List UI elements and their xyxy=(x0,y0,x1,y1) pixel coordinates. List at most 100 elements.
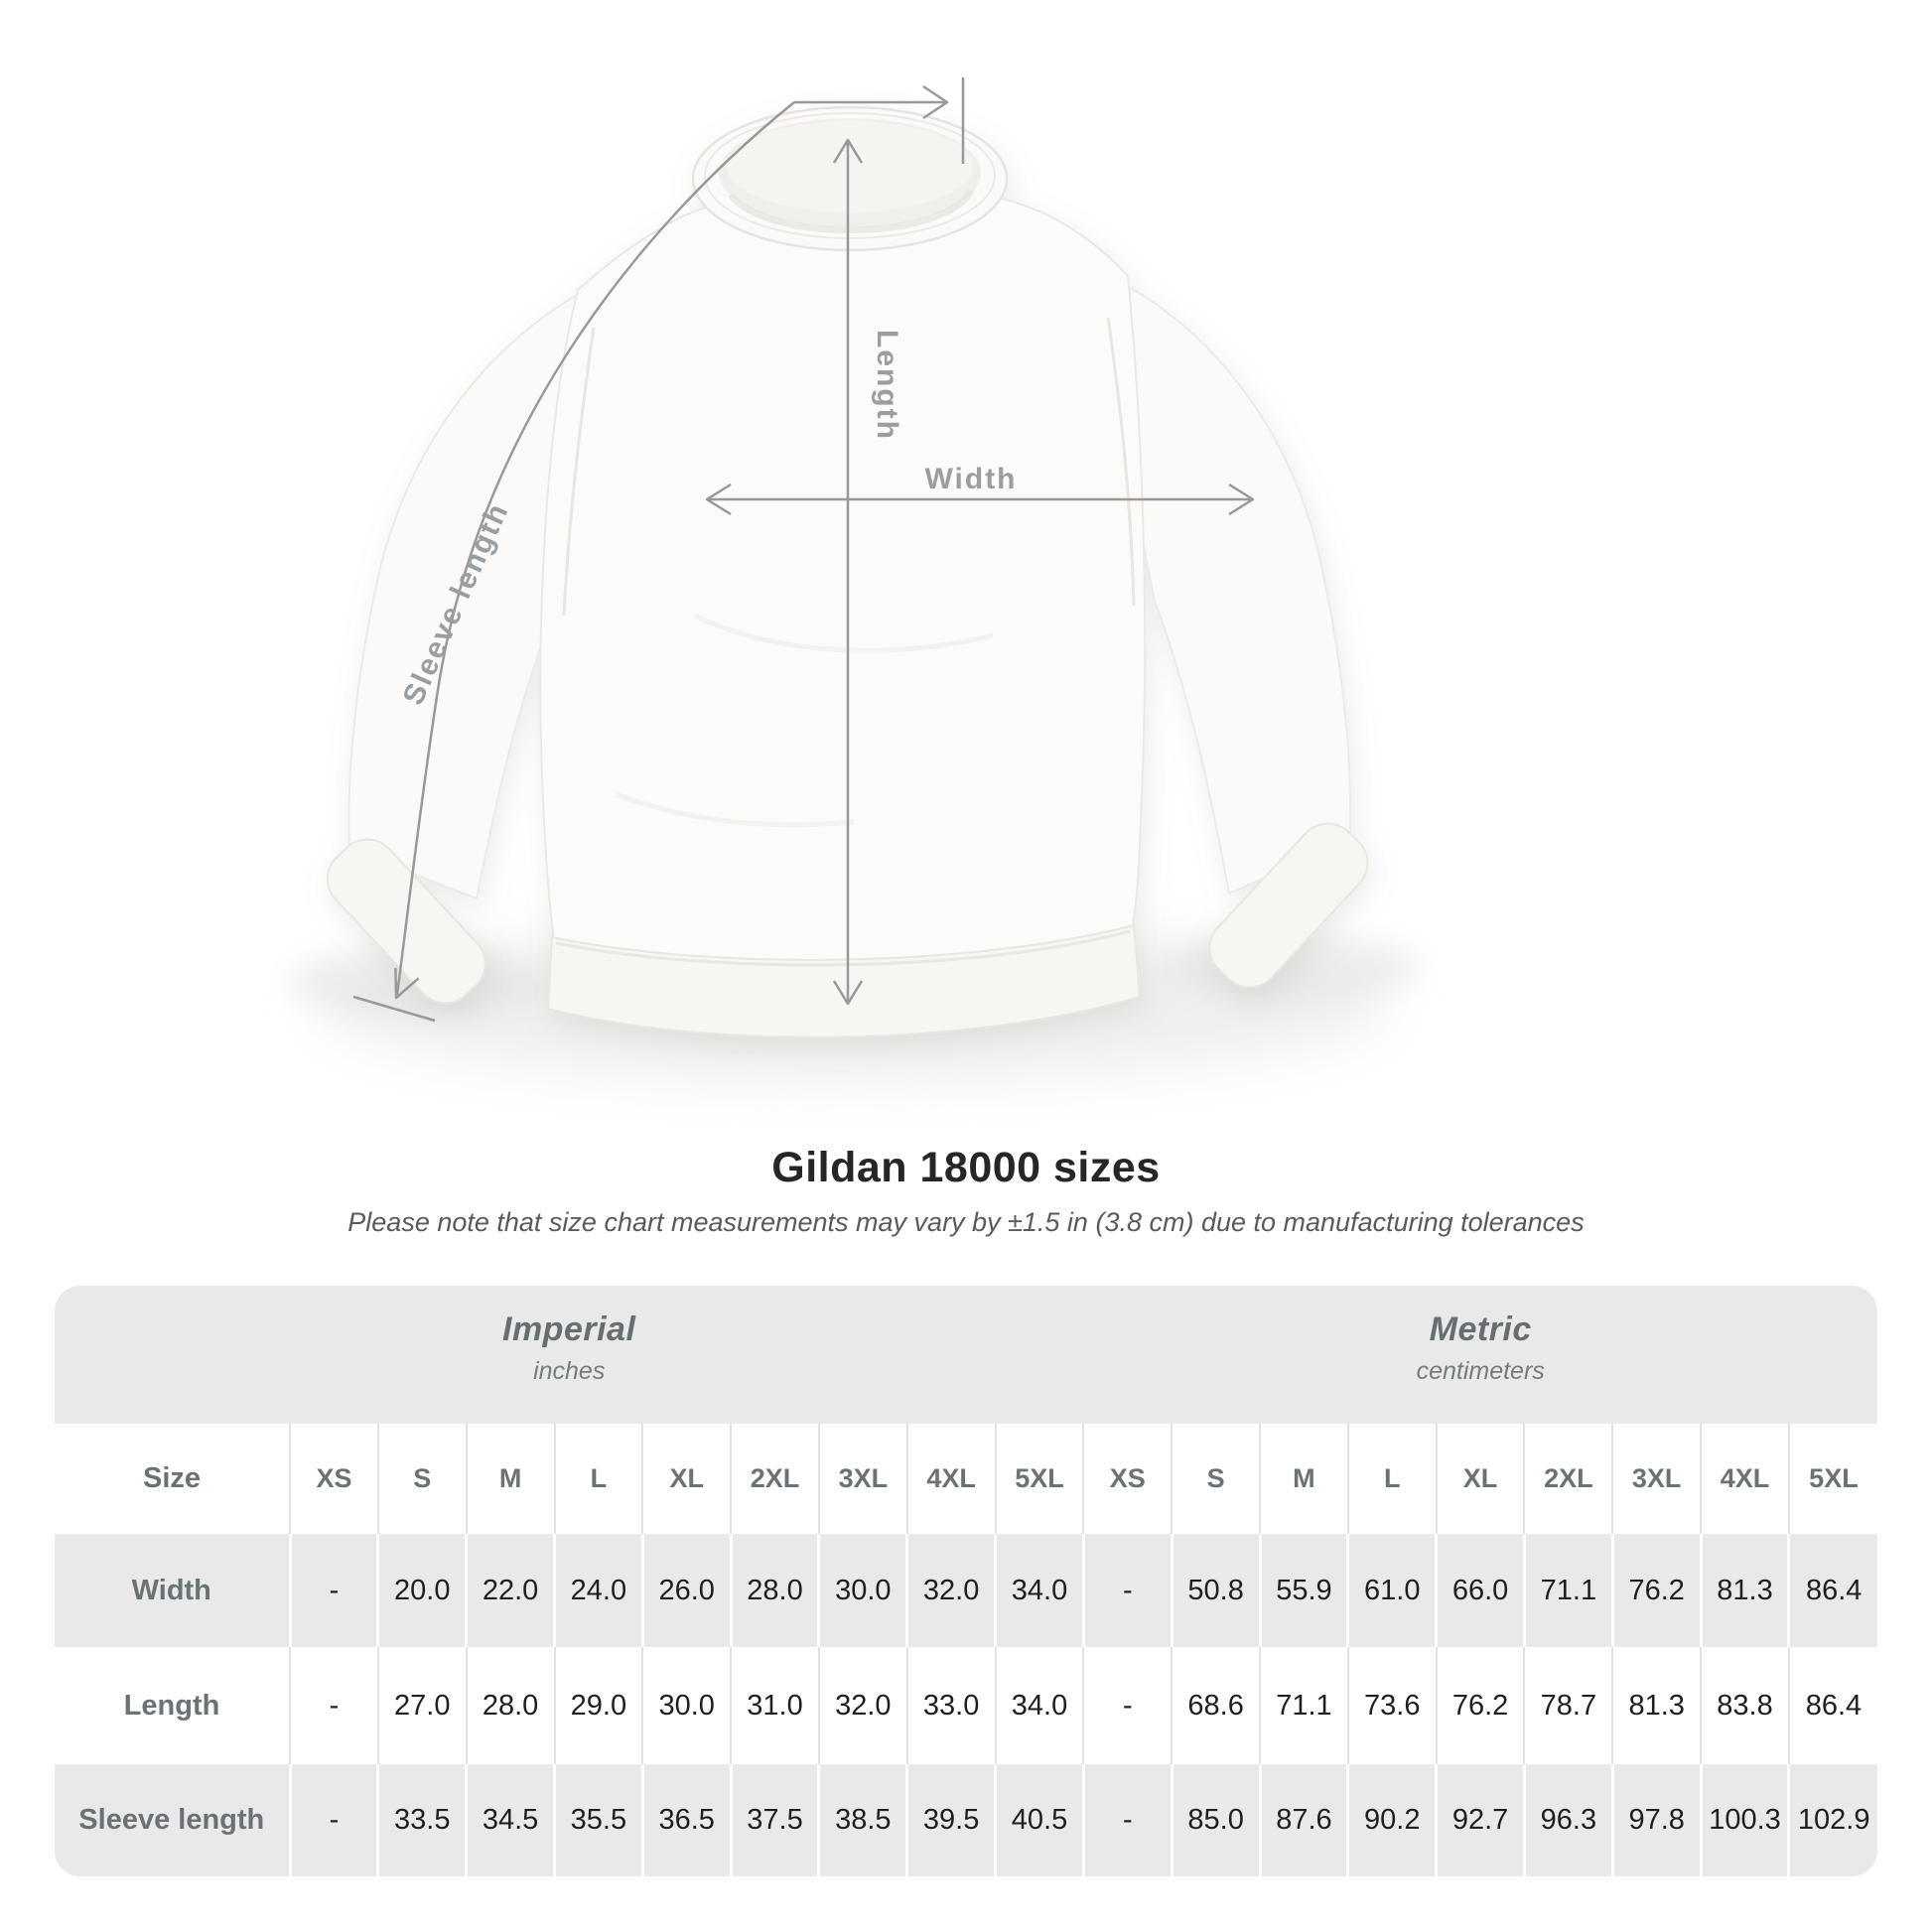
size-table: Imperial inches Metric centimeters Size … xyxy=(55,1286,1877,1876)
value-cell: - xyxy=(288,1764,378,1876)
size-column-header: 4XL xyxy=(905,1424,996,1534)
value-cell: 102.9 xyxy=(1787,1764,1877,1876)
page-title: Gildan 18000 sizes xyxy=(771,1144,1161,1191)
value-cell: 34.0 xyxy=(994,1647,1084,1764)
value-cell: 33.0 xyxy=(905,1647,996,1764)
value-cell: 24.0 xyxy=(553,1534,643,1647)
value-cell: 40.5 xyxy=(994,1764,1084,1876)
value-cell: 73.6 xyxy=(1346,1647,1437,1764)
value-cell: 30.0 xyxy=(641,1647,732,1764)
size-table-grid: Imperial inches Metric centimeters Size … xyxy=(55,1286,1877,1876)
value-cell: 78.7 xyxy=(1523,1647,1613,1764)
page-subtitle: Please note that size chart measurements… xyxy=(347,1207,1585,1237)
value-cell: 92.7 xyxy=(1435,1764,1525,1876)
size-column-header: XL xyxy=(641,1424,732,1534)
value-cell: 55.9 xyxy=(1258,1534,1348,1647)
unit-header-imperial: Imperial inches xyxy=(55,1286,1084,1424)
metric-title: Metric xyxy=(1429,1310,1532,1348)
unit-header-row: Imperial inches Metric centimeters xyxy=(55,1286,1877,1424)
value-cell: 32.0 xyxy=(905,1534,996,1647)
value-cell: - xyxy=(288,1534,378,1647)
sleeve-length-arrow xyxy=(352,77,965,1023)
value-cell: 32.0 xyxy=(817,1647,907,1764)
value-cell: 50.8 xyxy=(1170,1534,1261,1647)
value-cell: 85.0 xyxy=(1170,1764,1261,1876)
metric-unit: centimeters xyxy=(1416,1357,1545,1386)
value-cell: 83.8 xyxy=(1700,1647,1789,1764)
unit-header-metric: Metric centimeters xyxy=(1083,1286,1877,1424)
size-header-row: Size XS S M L XL 2XL 3XL 4XL 5XL XS S M … xyxy=(55,1424,1877,1534)
value-cell: - xyxy=(1081,1764,1173,1876)
value-cell: 76.2 xyxy=(1435,1647,1525,1764)
value-cell: 71.1 xyxy=(1259,1647,1348,1764)
value-cell: 38.5 xyxy=(817,1764,907,1876)
row-label: Width xyxy=(55,1534,291,1647)
measurement-annotations xyxy=(352,77,1255,1023)
value-cell: 37.5 xyxy=(729,1764,819,1876)
value-cell: - xyxy=(1082,1647,1173,1764)
size-column-header: XL xyxy=(1435,1424,1525,1534)
value-cell: - xyxy=(1081,1534,1173,1647)
size-column-header: 2XL xyxy=(730,1424,819,1534)
value-cell: 29.0 xyxy=(553,1647,643,1764)
value-cell: 86.4 xyxy=(1787,1647,1877,1764)
imperial-title: Imperial xyxy=(502,1310,636,1348)
value-cell: 100.3 xyxy=(1699,1764,1789,1876)
size-column-header: 2XL xyxy=(1523,1424,1613,1534)
table-row-length: Length - 27.0 28.0 29.0 30.0 31.0 32.0 3… xyxy=(55,1647,1877,1764)
size-column-header: L xyxy=(1346,1424,1437,1534)
size-column-header: XS xyxy=(289,1424,378,1534)
value-cell: 34.5 xyxy=(465,1764,555,1876)
collar xyxy=(691,105,1009,252)
sweatshirt-illustration: Length Width Sleeve length xyxy=(288,77,1420,1082)
value-cell: 86.4 xyxy=(1787,1534,1877,1647)
length-arrow xyxy=(832,138,864,1006)
size-column-header: M xyxy=(465,1424,555,1534)
value-cell: 34.0 xyxy=(994,1534,1084,1647)
imperial-unit: inches xyxy=(533,1357,606,1386)
value-cell: 33.5 xyxy=(376,1764,467,1876)
value-cell: 28.0 xyxy=(729,1534,819,1647)
width-arrow xyxy=(705,483,1255,516)
size-column-header: 3XL xyxy=(1611,1424,1702,1534)
value-cell: 61.0 xyxy=(1346,1534,1437,1647)
value-cell: 36.5 xyxy=(640,1764,732,1876)
size-column-header: M xyxy=(1259,1424,1348,1534)
value-cell: 26.0 xyxy=(640,1534,732,1647)
sweatshirt-garment xyxy=(326,105,1369,1038)
size-column-header: 5XL xyxy=(1787,1424,1877,1534)
product-figure: Length Width Sleeve length xyxy=(288,77,1420,1082)
value-cell: 68.6 xyxy=(1171,1647,1261,1764)
value-cell: 81.3 xyxy=(1699,1534,1789,1647)
width-annotation-label: Width xyxy=(924,463,1017,495)
row-label: Sleeve length xyxy=(55,1764,291,1876)
value-cell: 97.8 xyxy=(1610,1764,1702,1876)
value-cell: 27.0 xyxy=(376,1647,467,1764)
value-cell: 96.3 xyxy=(1522,1764,1613,1876)
size-header-label: Size xyxy=(55,1424,291,1534)
value-cell: 76.2 xyxy=(1610,1534,1702,1647)
value-cell: 22.0 xyxy=(465,1534,555,1647)
size-column-header: 4XL xyxy=(1700,1424,1789,1534)
value-cell: 35.5 xyxy=(553,1764,643,1876)
value-cell: - xyxy=(289,1647,378,1764)
value-cell: 39.5 xyxy=(905,1764,996,1876)
size-column-header: 3XL xyxy=(817,1424,907,1534)
value-cell: 28.0 xyxy=(465,1647,555,1764)
row-label: Length xyxy=(55,1647,291,1764)
value-cell: 31.0 xyxy=(730,1647,819,1764)
size-column-header: 5XL xyxy=(994,1424,1084,1534)
size-column-header: XS xyxy=(1082,1424,1173,1534)
value-cell: 30.0 xyxy=(817,1534,907,1647)
size-column-header: S xyxy=(1171,1424,1261,1534)
value-cell: 90.2 xyxy=(1346,1764,1437,1876)
value-cell: 71.1 xyxy=(1522,1534,1613,1647)
value-cell: 66.0 xyxy=(1435,1534,1525,1647)
table-row-width: Width - 20.0 22.0 24.0 26.0 28.0 30.0 32… xyxy=(55,1534,1877,1647)
size-column-header: S xyxy=(376,1424,467,1534)
value-cell: 81.3 xyxy=(1611,1647,1702,1764)
table-row-sleeve-length: Sleeve length - 33.5 34.5 35.5 36.5 37.5… xyxy=(55,1764,1877,1876)
length-annotation-label: Length xyxy=(871,330,903,441)
value-cell: 20.0 xyxy=(376,1534,467,1647)
